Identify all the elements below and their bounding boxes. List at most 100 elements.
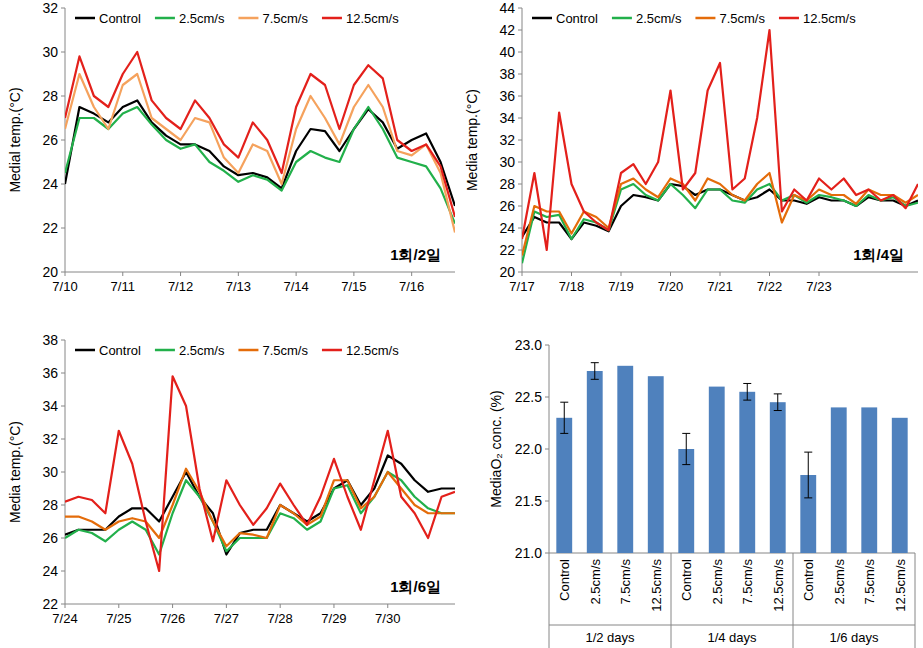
legend-swatch: [532, 17, 552, 20]
y-tick-label: 30: [42, 44, 58, 60]
y-tick: [518, 74, 522, 75]
category-label: 2.5cm/s: [832, 559, 847, 605]
y-tick: [518, 272, 522, 273]
legend-label: 2.5cm/s: [179, 343, 225, 358]
y-tick-label: 28: [42, 497, 58, 513]
x-tick-label: 7/13: [226, 279, 251, 294]
y-tick-label: 26: [42, 530, 58, 546]
error-cap: [591, 379, 599, 380]
y-tick: [545, 553, 549, 554]
y-tick: [61, 272, 65, 273]
y-tick: [518, 250, 522, 251]
error-cap: [560, 433, 568, 434]
series-line: [522, 30, 918, 250]
y-tick-label: 28: [42, 88, 58, 104]
legend-swatch: [612, 17, 632, 20]
x-tick-label: 7/30: [375, 611, 400, 626]
category-label: 2.5cm/s: [710, 559, 725, 605]
x-tick-label: 7/15: [341, 279, 366, 294]
x-tick-label: 7/27: [214, 611, 239, 626]
y-tick-label: 22: [42, 596, 58, 612]
x-tick: [122, 272, 123, 276]
series-line: [522, 173, 918, 256]
y-tick-label: 40: [499, 44, 515, 60]
y-tick-label: 24: [42, 176, 58, 192]
y-tick-label: 24: [499, 220, 515, 236]
y-tick-label: 34: [499, 110, 515, 126]
group-separator: [549, 553, 550, 648]
legend-label: 7.5cm/s: [262, 343, 308, 358]
y-tick-label: 36: [499, 88, 515, 104]
y-tick: [61, 571, 65, 572]
error-bar: [560, 402, 568, 433]
x-tick-label: 7/11: [111, 279, 135, 294]
bar: [709, 387, 725, 553]
x-tick-label: 7/26: [160, 611, 185, 626]
x-tick-label: 7/24: [52, 611, 77, 626]
y-tick-label: 38: [42, 332, 58, 348]
y-tick: [518, 184, 522, 185]
y-tick-label: 36: [42, 365, 58, 381]
series-line: [65, 107, 455, 224]
series-line: [522, 184, 918, 239]
bar: [556, 418, 572, 553]
y-tick-label: 34: [42, 398, 58, 414]
bar: [648, 376, 664, 553]
series-line: [65, 52, 455, 217]
y-tick: [518, 30, 522, 31]
y-tick: [61, 340, 65, 341]
y-tick: [545, 345, 549, 346]
x-tick-label: 7/16: [399, 279, 424, 294]
error-stem: [808, 452, 809, 498]
x-tick: [238, 272, 239, 276]
y-tick-label: 42: [499, 22, 515, 38]
error-bar: [743, 383, 751, 400]
category-label: Control: [679, 559, 694, 601]
line-panel: 2224262830323436387/247/257/267/277/287/…: [7, 332, 455, 626]
error-cap: [774, 410, 782, 411]
y-tick-label: 32: [499, 132, 515, 148]
error-bar: [591, 363, 599, 380]
y-tick: [518, 52, 522, 53]
legend-label: 12.5cm/s: [346, 11, 399, 26]
y-tick: [61, 52, 65, 53]
x-tick-label: 7/28: [268, 611, 293, 626]
bar: [831, 407, 847, 553]
group-label: 1/4 days: [707, 630, 757, 645]
error-cap: [560, 402, 568, 403]
y-tick-label: 30: [42, 464, 58, 480]
error-stem: [686, 433, 687, 464]
x-tick-label: 7/10: [52, 279, 77, 294]
y-tick: [518, 96, 522, 97]
y-tick: [518, 140, 522, 141]
series-group: [65, 376, 455, 571]
y-tick-label: 30: [499, 154, 515, 170]
y-tick-label: 20: [42, 264, 58, 280]
x-tick-label: 7/17: [509, 279, 534, 294]
bar-panel: 21.021.522.022.523.0MediaO₂ conc. (%)Con…: [488, 337, 915, 648]
category-label: 12.5cm/s: [649, 559, 664, 612]
y-tick: [61, 140, 65, 141]
category-label: 12.5cm/s: [771, 559, 786, 612]
line-panel: 202224262830327/107/117/127/137/147/157/…: [7, 0, 455, 294]
legend-label: 2.5cm/s: [179, 11, 225, 26]
category-label: Control: [557, 559, 572, 601]
legend-swatch: [75, 17, 95, 20]
x-tick: [280, 604, 281, 608]
bars-group: [556, 363, 907, 553]
y-tick-label: 22: [42, 220, 58, 236]
legend-swatch: [779, 17, 799, 20]
y-tick: [545, 397, 549, 398]
x-tick: [571, 272, 572, 276]
x-tick: [769, 272, 770, 276]
panel-annotation: 1회/6일: [390, 578, 441, 595]
x-tick-label: 7/29: [321, 611, 346, 626]
legend-label: Control: [99, 11, 141, 26]
x-axis: [65, 272, 455, 273]
error-cap: [743, 400, 751, 401]
bar: [587, 371, 603, 553]
legend-swatch: [238, 349, 258, 352]
error-stem: [594, 363, 595, 380]
x-axis: [549, 553, 915, 554]
error-stem: [564, 402, 565, 433]
